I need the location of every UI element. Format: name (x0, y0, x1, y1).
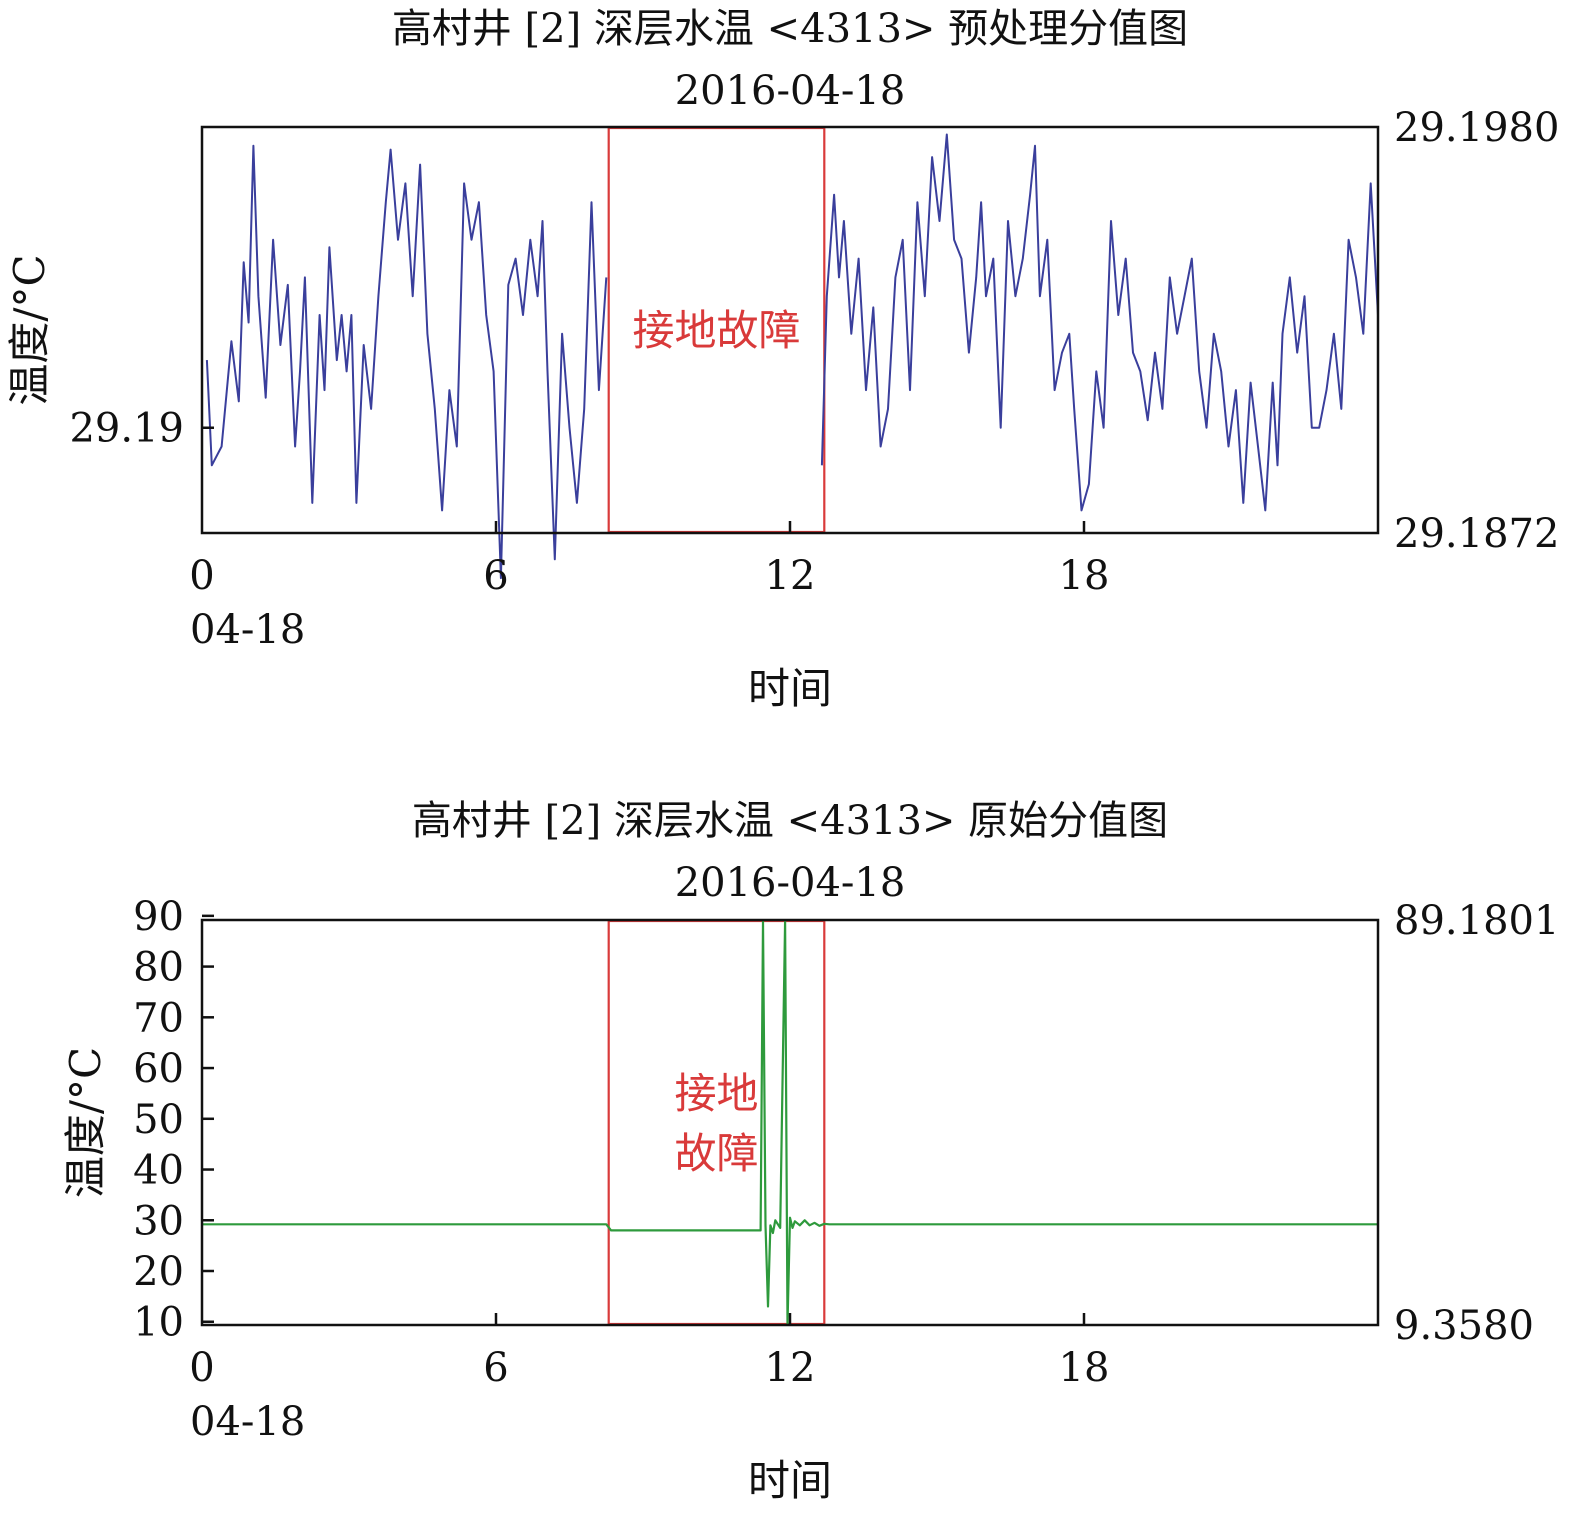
chart2-subtitle: 2016-04-18 (675, 860, 906, 906)
chart2-right-min-label: 9.3580 (1394, 1303, 1534, 1349)
c2-x-tick-label: 6 (483, 1345, 508, 1391)
c1-series-0-line (205, 133, 1379, 580)
chart2-title: 高村井 [2] 深层水温 <4313> 原始分值图 (412, 798, 1168, 844)
preprocessed-chart: 高村井 [2] 深层水温 <4313> 预处理分值图 2016-04-18 0 6… (5, 6, 1559, 713)
c2-y-tick-label: 80 (133, 945, 184, 991)
raw-chart: 高村井 [2] 深层水温 <4313> 原始分值图 2016-04-18 0 6 1… (61, 798, 1559, 1505)
chart1-x-axis: 0 6 12 18 (189, 521, 1109, 599)
c2-fault-box (607, 919, 826, 1326)
c2-x-tick-label: 0 (189, 1345, 214, 1391)
chart2-x-start-label: 04-18 (190, 1399, 305, 1445)
chart2-fault-annotation-line2: 故障 (674, 1129, 758, 1178)
chart2-fault-annotation-line1: 接地 (674, 1069, 758, 1118)
c2-y-tick-label: 90 (133, 894, 184, 940)
chart1-right-min-label: 29.1872 (1394, 511, 1559, 557)
chart2-y-axis-label: 温度/°C (61, 1047, 110, 1198)
c2-y-tick-label: 60 (133, 1046, 184, 1092)
c1-x-tick-label: 0 (189, 553, 214, 599)
chart1-line-series (205, 133, 1379, 580)
c2-series-0-line (202, 919, 1378, 1326)
chart1-right-max-label: 29.1980 (1394, 105, 1559, 151)
chart1-x-axis-label: 时间 (748, 664, 832, 713)
chart1-y-axis: 29.19 (69, 406, 214, 452)
chart1-subtitle: 2016-04-18 (675, 68, 906, 114)
chart2-line-series (202, 919, 1378, 1326)
chart1-title: 高村井 [2] 深层水温 <4313> 预处理分值图 (392, 6, 1188, 52)
c2-y-tick-label: 30 (133, 1198, 184, 1244)
c2-y-tick-label: 70 (133, 995, 184, 1041)
c1-y-tick-label: 29.19 (69, 406, 184, 452)
c2-x-tick-label: 18 (1059, 1345, 1110, 1391)
chart2-right-max-label: 89.1801 (1394, 898, 1559, 944)
chart1-x-start-label: 04-18 (190, 607, 305, 653)
c2-x-tick-label: 12 (765, 1345, 816, 1391)
c2-y-tick-label: 50 (133, 1097, 184, 1143)
chart1-y-axis-label: 温度/°C (5, 254, 54, 405)
c2-y-tick-label: 40 (133, 1148, 184, 1194)
chart2-fault-region (607, 919, 826, 1326)
chart2-x-axis-label: 时间 (748, 1456, 832, 1505)
chart1-fault-annotation: 接地故障 (632, 306, 800, 355)
c2-y-tick-label: 10 (133, 1300, 184, 1346)
c1-x-tick-label: 6 (483, 553, 508, 599)
c2-y-tick-label: 20 (133, 1249, 184, 1295)
c1-x-tick-label: 12 (765, 553, 816, 599)
c1-x-tick-label: 18 (1059, 553, 1110, 599)
chart2-x-axis: 0 6 12 18 (189, 1313, 1109, 1391)
